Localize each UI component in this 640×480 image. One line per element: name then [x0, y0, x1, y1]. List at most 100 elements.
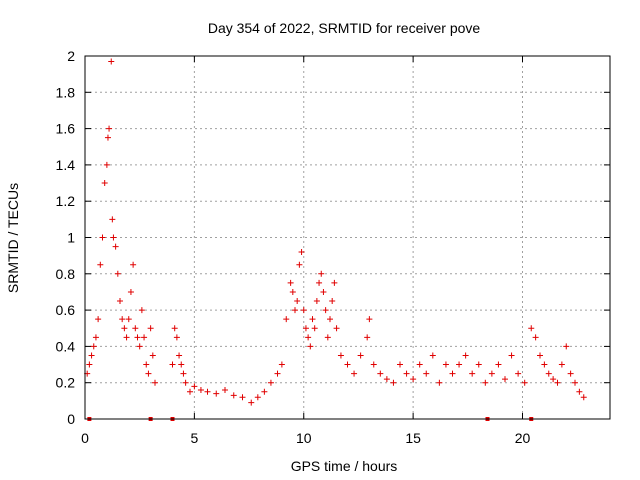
data-point [117, 298, 123, 304]
data-point [559, 362, 565, 368]
data-point [572, 380, 578, 386]
data-point [183, 380, 189, 386]
data-point [397, 362, 403, 368]
data-point [100, 235, 106, 241]
data-point [301, 307, 307, 313]
data-point [555, 380, 561, 386]
y-tick-label: 1.6 [56, 121, 76, 137]
data-point [296, 262, 302, 268]
data-point [338, 352, 344, 358]
data-point [141, 334, 147, 340]
chart: Day 354 of 2022, SRMTID for receiver pov… [0, 0, 640, 480]
y-tick-label: 1.4 [56, 157, 76, 173]
data-point [329, 298, 335, 304]
x-tick-label: 20 [515, 430, 531, 446]
data-point [102, 180, 108, 186]
data-point [205, 389, 211, 395]
data-point [231, 392, 237, 398]
data-point [364, 334, 370, 340]
data-point [550, 376, 556, 382]
data-point [255, 394, 261, 400]
data-point [261, 389, 267, 395]
y-axis-label: SRMTID / TECUs [5, 183, 21, 293]
data-point [178, 362, 184, 368]
x-tick-label: 10 [296, 430, 312, 446]
x-tick-label: 15 [405, 430, 421, 446]
data-point [275, 371, 281, 377]
data-point [541, 362, 547, 368]
data-point [417, 362, 423, 368]
data-point [106, 126, 112, 132]
data-point [95, 316, 101, 322]
data-point [113, 244, 119, 250]
y-tick-label: 2 [67, 48, 75, 64]
data-point [130, 262, 136, 268]
data-point [327, 316, 333, 322]
y-tick-label: 0.6 [56, 302, 76, 318]
data-point [563, 343, 569, 349]
data-point [430, 352, 436, 358]
data-point [150, 352, 156, 358]
data-point [351, 371, 357, 377]
data-point [137, 343, 143, 349]
data-point [152, 380, 158, 386]
data-point [489, 371, 495, 377]
data-point [366, 316, 372, 322]
data-point [515, 371, 521, 377]
data-point [121, 325, 127, 331]
data-point [124, 334, 130, 340]
data-point [290, 289, 296, 295]
data-point [305, 334, 311, 340]
data-point [384, 376, 390, 382]
data-point [546, 371, 552, 377]
data-point [463, 352, 469, 358]
data-point [86, 362, 92, 368]
data-point [176, 352, 182, 358]
data-point [323, 307, 329, 313]
data-point [316, 280, 322, 286]
data-point [314, 298, 320, 304]
x-tick-label: 5 [190, 430, 198, 446]
data-point [423, 371, 429, 377]
data-point [145, 371, 151, 377]
data-point [97, 262, 103, 268]
data-point [108, 58, 114, 64]
data-point [377, 371, 383, 377]
data-point [170, 362, 176, 368]
data-point [345, 362, 351, 368]
data-point [148, 325, 154, 331]
data-point [358, 352, 364, 358]
data-point [91, 343, 97, 349]
data-point [128, 289, 134, 295]
data-point [436, 380, 442, 386]
data-point [537, 352, 543, 358]
data-point [187, 389, 193, 395]
data-point [288, 280, 294, 286]
data-point [115, 271, 121, 277]
data-point [443, 362, 449, 368]
data-point [110, 235, 116, 241]
data-point [299, 249, 305, 255]
data-point [334, 325, 340, 331]
data-point [404, 371, 410, 377]
data-point [119, 316, 125, 322]
y-tick-label: 0.2 [56, 375, 76, 391]
x-tick-label: 0 [81, 430, 89, 446]
y-tick-label: 1.8 [56, 84, 76, 100]
data-point [105, 135, 111, 141]
data-point [248, 400, 254, 406]
data-point [93, 334, 99, 340]
data-point [312, 325, 318, 331]
data-point [509, 352, 515, 358]
data-point [307, 343, 313, 349]
data-point [371, 362, 377, 368]
data-point [139, 307, 145, 313]
y-tick-label: 1.2 [56, 193, 76, 209]
data-point [292, 307, 298, 313]
data-point [482, 380, 488, 386]
y-tick-label: 0.8 [56, 266, 76, 282]
data-point [191, 383, 197, 389]
data-point [213, 391, 219, 397]
data-point [476, 362, 482, 368]
y-tick-label: 1 [67, 230, 75, 246]
